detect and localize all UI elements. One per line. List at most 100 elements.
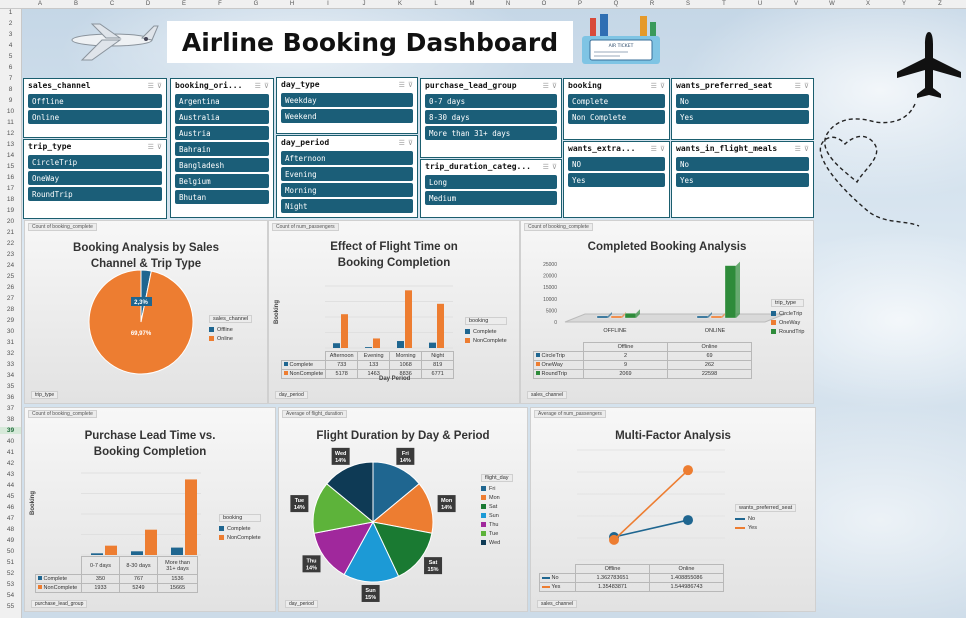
row-header[interactable]: 9 (8, 97, 13, 104)
row-header[interactable]: 19 (6, 207, 15, 214)
clear-filter-icon[interactable]: ⊽ (551, 82, 557, 90)
chart-flight-duration[interactable]: Average of flight_duration Flight Durati… (278, 407, 528, 612)
row-header[interactable]: 50 (6, 548, 15, 555)
column-header[interactable]: O (541, 1, 547, 7)
slicer-booking-origin[interactable]: booking_ori... ☰ ⊽ Argentina Australia Austri… (170, 78, 274, 218)
filter-button[interactable]: day_period (285, 600, 318, 608)
row-header[interactable]: 5 (8, 53, 13, 60)
column-header[interactable]: Y (901, 1, 907, 7)
column-header[interactable]: S (685, 1, 691, 7)
row-header[interactable]: 17 (6, 185, 15, 192)
filter-button[interactable]: purchase_lead_group (31, 600, 88, 608)
row-header[interactable]: 38 (6, 416, 15, 423)
slicer-sales-channel[interactable]: sales_channel ☰ ⊽ Offline Online (23, 78, 167, 138)
row-header[interactable]: 26 (6, 284, 15, 291)
legend-title[interactable]: trip_type (771, 299, 805, 307)
row-header[interactable]: 22 (6, 240, 15, 247)
multi-select-icon[interactable]: ☰ (794, 82, 801, 90)
legend-title[interactable]: booking (219, 514, 261, 522)
chart-flight-time-booking[interactable]: Count of num_passengers Effect of Flight… (268, 220, 520, 404)
row-header[interactable]: 55 (6, 603, 15, 610)
row-header[interactable]: 11 (7, 119, 14, 126)
row-header[interactable]: 54 (6, 592, 15, 599)
row-header[interactable]: 23 (6, 251, 15, 258)
row-header[interactable]: 43 (6, 471, 15, 478)
legend-title[interactable]: sales_channel (209, 315, 253, 323)
slicer-item[interactable]: Weekend (281, 109, 413, 123)
row-header[interactable]: 37 (6, 405, 15, 412)
slicer-trip-type[interactable]: trip_type ☰ ⊽ CircleTrip OneWay RoundTrip (23, 139, 167, 219)
multi-select-icon[interactable]: ☰ (542, 82, 549, 90)
row-header[interactable]: 8 (8, 86, 13, 93)
slicer-item[interactable]: Complete (568, 94, 665, 108)
row-header[interactable]: 32 (6, 350, 15, 357)
slicer-purchase-lead-group[interactable]: purchase_lead_group ☰ ⊽ 0-7 days 8-30 days Mo… (420, 78, 562, 158)
value-field-tag[interactable]: Count of booking_complete (28, 410, 97, 418)
slicer-item[interactable]: Argentina (175, 94, 269, 108)
column-header[interactable]: W (829, 1, 835, 7)
slicer-item[interactable]: Bangladesh (175, 158, 269, 172)
column-headers[interactable]: A B C D E F G H I J K L M N O P Q R S T U V W X Y Z (0, 0, 966, 9)
slicer-item[interactable]: CircleTrip (28, 155, 162, 169)
row-header[interactable]: 30 (6, 328, 15, 335)
row-header[interactable]: 27 (6, 295, 15, 302)
filter-button[interactable]: sales_channel (527, 391, 567, 399)
row-header[interactable]: 7 (8, 75, 13, 82)
clear-filter-icon[interactable]: ⊽ (551, 163, 557, 171)
column-header[interactable]: X (865, 1, 871, 7)
slicer-item[interactable]: More than 31+ days (425, 126, 557, 140)
row-header[interactable]: 21 (6, 229, 15, 236)
slicer-item[interactable]: Afternoon (281, 151, 413, 165)
column-header[interactable]: U (757, 1, 763, 7)
multi-select-icon[interactable]: ☰ (542, 163, 549, 171)
row-header[interactable]: 10 (6, 108, 15, 115)
row-header[interactable]: 49 (6, 537, 15, 544)
row-header[interactable]: 6 (8, 64, 13, 71)
value-field-tag[interactable]: Average of flight_duration (282, 410, 347, 418)
column-header[interactable]: I (327, 1, 329, 7)
row-headers[interactable]: 1 2 3 4 5 6 7 8 9 10 11 12 13 14 15 16 17 18 19 20 21 22 23 24 2… (0, 9, 22, 618)
slicer-item[interactable]: No (676, 157, 809, 171)
column-header[interactable]: L (434, 1, 438, 7)
column-header[interactable]: G (253, 1, 259, 7)
slicer-day-period[interactable]: day_period ☰ ⊽ Afternoon Evening Morning Night (276, 135, 418, 218)
row-header[interactable]: 47 (6, 515, 15, 522)
slicer-item[interactable]: Yes (676, 173, 809, 187)
clear-filter-icon[interactable]: ⊽ (803, 145, 809, 153)
slicer-item[interactable]: Yes (568, 173, 665, 187)
column-header[interactable]: A (37, 1, 43, 7)
row-header[interactable]: 14 (6, 152, 15, 159)
slicer-booking[interactable]: booking ☰ ⊽ Complete Non Complete (563, 78, 670, 140)
row-header[interactable]: 3 (8, 31, 13, 38)
slicer-item[interactable]: OneWay (28, 171, 162, 185)
row-header[interactable]: 18 (6, 196, 15, 203)
row-header[interactable]: 31 (6, 339, 15, 346)
multi-select-icon[interactable]: ☰ (147, 82, 154, 90)
filter-button[interactable]: sales_channel (537, 600, 577, 608)
row-header[interactable]: 44 (6, 482, 15, 489)
slicer-item[interactable]: Morning (281, 183, 413, 197)
row-header[interactable]: 2 (8, 20, 13, 27)
slicer-wants-extra[interactable]: wants_extra... ☰ ⊽ NO Yes (563, 141, 670, 218)
slicer-item[interactable]: Austria (175, 126, 269, 140)
column-header[interactable]: H (289, 1, 295, 7)
clear-filter-icon[interactable]: ⊽ (659, 82, 665, 90)
slicer-trip-duration-category[interactable]: trip_duration_categ... ☰ ⊽ Long Medium (420, 159, 562, 218)
multi-select-icon[interactable]: ☰ (398, 81, 405, 89)
slicer-wants-in-flight-meals[interactable]: wants_in_flight_meals ☰ ⊽ No Yes (671, 141, 814, 218)
row-header[interactable]: 28 (6, 306, 15, 313)
column-header[interactable]: J (362, 1, 366, 7)
slicer-item[interactable]: 0-7 days (425, 94, 557, 108)
value-field-tag[interactable]: Count of booking_complete (524, 223, 593, 231)
row-header[interactable]: 40 (6, 438, 15, 445)
row-header[interactable]: 41 (6, 449, 15, 456)
row-header[interactable]: 12 (6, 130, 15, 137)
slicer-item[interactable]: Night (281, 199, 413, 213)
row-header[interactable]: 42 (6, 460, 15, 467)
value-field-tag[interactable]: Count of booking_complete (28, 223, 97, 231)
row-header[interactable]: 29 (6, 317, 15, 324)
filter-button[interactable]: day_period (275, 391, 308, 399)
column-header[interactable]: Q (613, 1, 619, 7)
row-header[interactable]: 1 (8, 9, 13, 16)
